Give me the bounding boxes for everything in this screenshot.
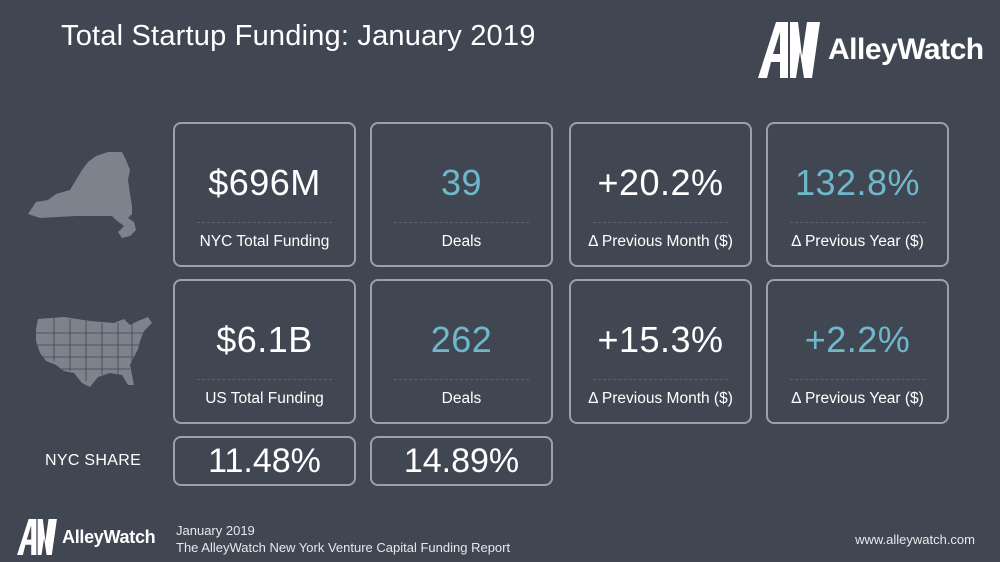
footer-date: January 2019	[176, 523, 255, 538]
stat-value: 262	[430, 319, 493, 360]
alleywatch-logo: AlleyWatch	[758, 22, 984, 78]
divider	[790, 379, 925, 380]
stat-label: US Total Funding	[205, 390, 324, 407]
nyc-deals-card: 39 Deals	[370, 122, 553, 267]
divider	[197, 379, 332, 380]
stat-value: 39	[440, 162, 483, 203]
share-value: 14.89%	[403, 442, 520, 480]
alleywatch-logo-icon	[17, 519, 57, 555]
stat-value: $696M	[208, 162, 321, 203]
stat-label: Deals	[441, 233, 482, 250]
divider	[593, 222, 728, 223]
us-previous-year-card: +2.2% Δ Previous Year ($)	[766, 279, 949, 424]
us-previous-month-card: +15.3% Δ Previous Month ($)	[569, 279, 752, 424]
nyc-previous-month-card: +20.2% Δ Previous Month ($)	[569, 122, 752, 267]
divider	[197, 222, 332, 223]
divider	[593, 379, 728, 380]
footer-url: www.alleywatch.com	[855, 532, 975, 547]
nyc-share-deals-card: 14.89%	[370, 436, 553, 486]
footer-logo: AlleyWatch	[17, 519, 156, 555]
nyc-share-label: NYC SHARE	[45, 452, 142, 469]
nyc-previous-year-card: 132.8% Δ Previous Year ($)	[766, 122, 949, 267]
stat-value: 132.8%	[794, 162, 921, 203]
usa-map-icon	[36, 317, 152, 387]
footer-report-title: The AlleyWatch New York Venture Capital …	[176, 540, 511, 555]
us-total-funding-card: $6.1B US Total Funding	[173, 279, 356, 424]
stat-label: Δ Previous Year ($)	[791, 390, 924, 407]
stat-value: +2.2%	[804, 319, 911, 360]
new-york-state-map-icon	[28, 152, 136, 238]
nyc-total-funding-card: $696M NYC Total Funding	[173, 122, 356, 267]
stat-value: $6.1B	[216, 319, 313, 360]
stat-label: Δ Previous Month ($)	[588, 233, 733, 250]
stat-value: +15.3%	[597, 319, 724, 360]
stat-value: +20.2%	[597, 162, 724, 203]
stat-label: Deals	[441, 390, 482, 407]
share-value: 11.48%	[208, 442, 321, 480]
divider	[790, 222, 925, 223]
nyc-share-funding-card: 11.48%	[173, 436, 356, 486]
footer-brand-name: AlleyWatch	[62, 526, 156, 547]
us-deals-card: 262 Deals	[370, 279, 553, 424]
page-title: Total Startup Funding: January 2019	[61, 20, 536, 52]
stat-label: Δ Previous Month ($)	[588, 390, 733, 407]
stat-label: NYC Total Funding	[199, 233, 330, 250]
divider	[394, 379, 529, 380]
brand-name: AlleyWatch	[828, 33, 984, 66]
stat-label: Δ Previous Year ($)	[791, 233, 924, 250]
divider	[394, 222, 529, 223]
alleywatch-logo-icon	[758, 22, 820, 78]
